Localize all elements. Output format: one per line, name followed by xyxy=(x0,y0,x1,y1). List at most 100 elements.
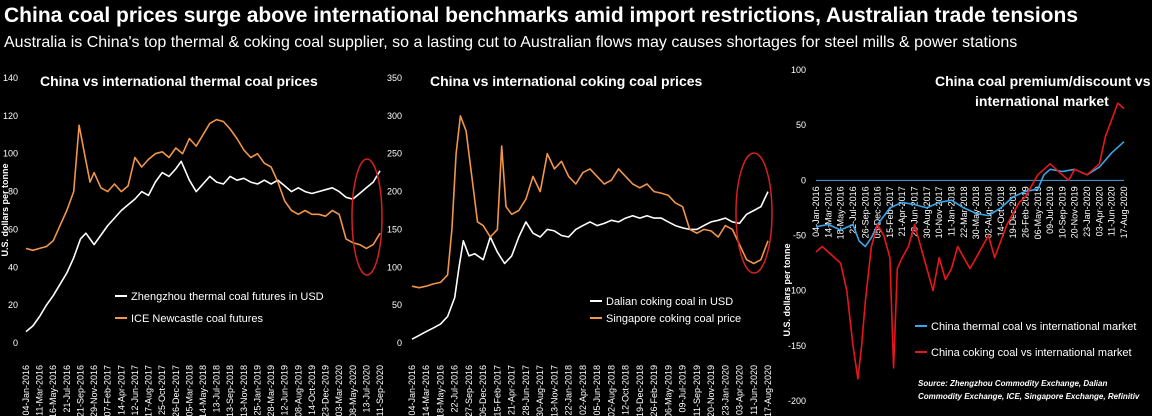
series-line-1 xyxy=(25,160,381,333)
y-tick-label: 200 xyxy=(387,187,402,197)
x-tick-label: 03-Mar-2020 xyxy=(334,365,344,416)
x-tick-label: 03-Apr-2020 xyxy=(1094,186,1104,236)
legend-entry: ICE Newcastle coal futures xyxy=(131,313,264,325)
series-line-2 xyxy=(815,102,1125,380)
y-tick-label: 100 xyxy=(791,65,806,75)
x-tick-label: 25-Jan-2019 xyxy=(252,365,262,416)
chart-title-line: international market xyxy=(975,93,1109,109)
y-tick-label: 300 xyxy=(387,111,402,121)
x-tick-label: 06-Dec-2016 xyxy=(478,365,488,416)
chart-title: China vs international thermal coal pric… xyxy=(40,73,318,89)
subheadline: Australia is China's top thermal & cokin… xyxy=(4,34,1018,51)
legend-entry: Dalian coking coal in USD xyxy=(606,296,733,308)
chart-panel-1: 0 20 40 60 80 100 120 140 U.S. dollars per tonne… xyxy=(0,73,385,416)
y-tick-label: -200 xyxy=(788,396,806,406)
x-tick-label: 07-Feb-2017 xyxy=(103,365,113,416)
x-tick-label: 05-Jun-2018 xyxy=(592,365,602,416)
x-tick-label: 09-Jul-2019 xyxy=(1045,186,1055,234)
x-tick-label: 29-Nov-2016 xyxy=(89,365,99,416)
x-tick-label: 26-Feb-2019 xyxy=(649,365,659,416)
x-tick-label: 22-Jul-2016 xyxy=(450,365,460,413)
x-tick-label: 12-Jun-2019 xyxy=(280,365,290,416)
y-tick-label: 50 xyxy=(796,120,806,130)
x-tick-label: 05-Dec-2016 xyxy=(873,186,883,238)
y-tick-label: 20 xyxy=(8,300,18,310)
series-line-2 xyxy=(411,115,769,289)
y-tick-label: 40 xyxy=(8,262,18,272)
x-tick-label: 21-Sep-2016 xyxy=(75,365,85,416)
x-tick-label: 05-Mar-2018 xyxy=(184,365,194,416)
x-tick-label: 21-Apr-2017 xyxy=(507,365,517,415)
x-tick-label: 30-Aug-2017 xyxy=(922,186,932,238)
y-tick-label: 140 xyxy=(3,73,18,83)
highlight-circle xyxy=(351,158,383,276)
x-tick-label: 13-Nov-2018 xyxy=(239,365,249,416)
y-tick-label: 350 xyxy=(387,73,402,83)
y-tick-label: 0 xyxy=(13,338,18,348)
x-tick-label: 17-Aug-2020 xyxy=(1119,186,1129,238)
x-tick-label: 22-Jan-2018 xyxy=(564,365,574,416)
series-line-1 xyxy=(815,141,1125,248)
x-tick-label: 28-Jun-2017 xyxy=(521,365,531,416)
x-tick-label: 11-Jan-2018 xyxy=(947,186,957,236)
series-line-1 xyxy=(411,191,769,340)
x-tick-label: 11-Sep-2020 xyxy=(375,365,385,416)
x-tick-label: 04-Jan-2016 xyxy=(811,186,821,237)
legend-entry: Zhengzhou thermal coal futures in USD xyxy=(131,291,324,303)
x-tick-label: 14-May-2018 xyxy=(198,365,208,416)
x-tick-label: 28-Jun-2017 xyxy=(910,186,920,237)
y-tick-label: -50 xyxy=(793,231,806,241)
legend-entry: China coking coal vs international marke… xyxy=(931,347,1132,359)
x-tick-label: 12-Oct-2018 xyxy=(621,365,631,415)
x-tick-label: 10-Nov-2017 xyxy=(934,186,944,238)
x-tick-label: 21-Jul-2016 xyxy=(62,365,72,413)
source-note: Commodity Exchange, ICE, Singapore Excha… xyxy=(918,392,1140,401)
x-tick-label: 23-Dec-2019 xyxy=(321,365,331,416)
x-tick-label: 19-Dec-2018 xyxy=(635,365,645,416)
y-tick-label: 250 xyxy=(387,149,402,159)
x-tick-label: 11-Jun-2020 xyxy=(1107,186,1117,236)
x-tick-label: 02-Apr-2018 xyxy=(578,365,588,415)
x-tick-label: 11-Mar-2016 xyxy=(35,365,45,416)
x-tick-label: 20-Nov-2019 xyxy=(1070,186,1080,238)
x-tick-label: 25-Oct-2017 xyxy=(157,365,167,415)
x-tick-label: 23-Jan-2020 xyxy=(1082,186,1092,237)
y-axis-label: U.S. dollars per tonne xyxy=(782,243,792,336)
x-tick-label: 20-Nov-2019 xyxy=(706,365,716,416)
x-tick-label: 22-Mar-2018 xyxy=(959,186,969,238)
x-tick-label: 09-Jul-2019 xyxy=(678,365,688,413)
chart-panel-3: -200 -150 -100 -50 0 50 100 U.S. dollars per to… xyxy=(782,65,1151,406)
x-tick-label: 18-May-2016 xyxy=(435,365,445,416)
chart-title-line: China coal premium/discount vs xyxy=(935,73,1151,89)
x-tick-label: 17-Aug-2020 xyxy=(763,365,773,416)
x-tick-label: 06-May-2019 xyxy=(1033,186,1043,239)
chart-title: China vs international coking coal price… xyxy=(430,73,703,89)
x-tick-label: 14-Mar-2016 xyxy=(823,186,833,238)
x-tick-label: 28-Mar-2019 xyxy=(266,365,276,416)
x-tick-label: 27-Sep-2016 xyxy=(464,365,474,416)
x-tick-label: 11-Sep-2019 xyxy=(692,365,702,416)
x-tick-label: 14-Apr-2017 xyxy=(116,365,126,415)
legend-entry: China thermal coal vs international mark… xyxy=(931,321,1136,333)
x-tick-label: 13-Sep-2018 xyxy=(225,365,235,416)
x-tick-label: 04-Jan-2016 xyxy=(407,365,417,416)
y-axis-label: U.S. dollars per tonne xyxy=(0,163,10,256)
legend-entry: Singapore coking coal price xyxy=(606,313,741,325)
x-tick-label: 26-Dec-2017 xyxy=(171,365,181,416)
x-tick-label: 08-Aug-2019 xyxy=(293,365,303,416)
y-tick-label: 150 xyxy=(387,224,402,234)
x-tick-label: 14-Mar-2016 xyxy=(421,365,431,416)
chart-panel-2: 0 50 100 150 200 250 300 350 04-Jan-2016 14-Mar-2… xyxy=(387,73,773,416)
x-tick-label: 11-Jun-2020 xyxy=(749,365,759,415)
headline: China coal prices surge above internatio… xyxy=(4,4,1079,27)
x-tick-label: 26-Sep-2016 xyxy=(860,186,870,238)
x-tick-label: 15-Feb-2017 xyxy=(492,365,502,416)
x-tick-label: 13-Jul-2018 xyxy=(212,365,222,413)
y-tick-label: 0 xyxy=(801,175,806,185)
y-tick-label: 60 xyxy=(8,224,18,234)
y-tick-label: 80 xyxy=(8,187,18,197)
x-tick-label: 14-Oct-2018 xyxy=(996,186,1006,236)
x-tick-label: 13-Nov-2017 xyxy=(549,365,559,416)
x-tick-label: 22-Jul-2016 xyxy=(848,186,858,234)
